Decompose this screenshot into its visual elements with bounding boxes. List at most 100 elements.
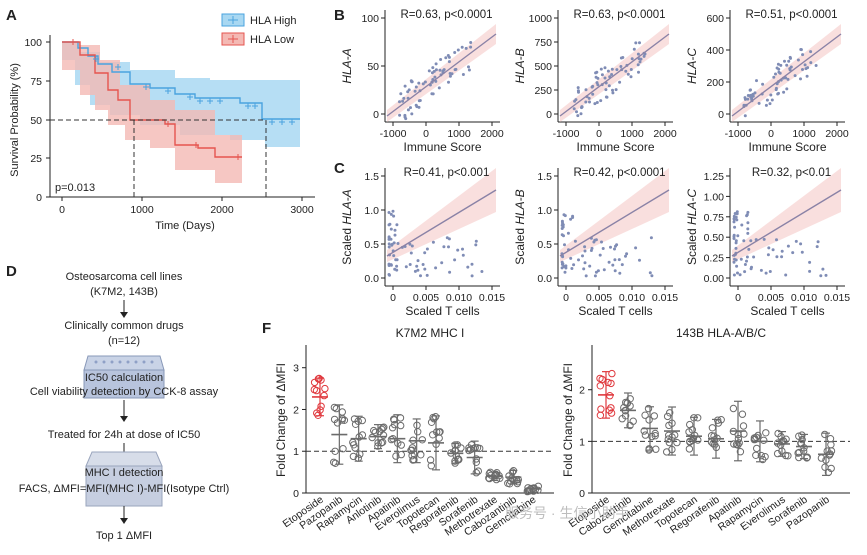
scatter-point bbox=[469, 45, 473, 49]
data-points bbox=[572, 41, 647, 118]
scatter-point bbox=[765, 98, 769, 102]
km-ytick-100: 100 bbox=[24, 37, 42, 49]
scatter-point bbox=[592, 240, 596, 244]
scatter-point bbox=[461, 253, 465, 257]
replicate-point bbox=[821, 463, 829, 471]
scatter-point bbox=[761, 82, 765, 86]
scatter-point bbox=[626, 72, 630, 76]
scatter-point bbox=[767, 246, 771, 250]
scatter-point bbox=[733, 257, 736, 261]
replicate-point bbox=[312, 386, 321, 395]
replicate-point bbox=[432, 440, 440, 448]
scatter-point bbox=[611, 91, 615, 95]
scatter-point bbox=[814, 64, 818, 67]
replicate-point bbox=[694, 414, 702, 422]
scatter-point bbox=[634, 246, 638, 250]
scatter-point bbox=[732, 237, 736, 240]
scatter-point bbox=[402, 96, 406, 100]
replicate-point bbox=[714, 416, 722, 424]
replicate-point bbox=[708, 424, 717, 432]
scatter-point bbox=[408, 242, 412, 246]
ytick-label: 400 bbox=[706, 45, 724, 57]
scatter-point bbox=[571, 214, 575, 218]
km-low-curve bbox=[62, 41, 242, 158]
ytick-label: 0.50 bbox=[704, 232, 725, 244]
scatter-point bbox=[604, 88, 608, 92]
scatter-point bbox=[732, 260, 736, 264]
replicate-point bbox=[673, 438, 681, 447]
replicate-point bbox=[509, 467, 518, 475]
scatter-point bbox=[387, 264, 391, 267]
panel-c: 0.0 0.5 1.0 1.5 0 0.005 0.010 0.015 R=0.41, p<0.… bbox=[340, 167, 850, 318]
scatter-point bbox=[618, 271, 622, 275]
watermark-text: 服务号 · 生信小助手 bbox=[505, 505, 629, 521]
replicate-point bbox=[340, 416, 349, 424]
xtick-label: 0.005 bbox=[413, 292, 439, 304]
scatter-point bbox=[447, 80, 450, 84]
scatter-point bbox=[788, 55, 792, 59]
replicate-point bbox=[354, 454, 362, 462]
scatter-point bbox=[614, 88, 618, 92]
scatter-point bbox=[803, 63, 807, 67]
scatter-point bbox=[387, 242, 391, 246]
scatter-point bbox=[746, 227, 750, 231]
scatter-point bbox=[416, 268, 420, 272]
replicate-point bbox=[375, 427, 384, 436]
scatter-point bbox=[410, 244, 414, 248]
scatter-point bbox=[467, 68, 471, 72]
scatter-point bbox=[387, 245, 391, 249]
replicate-point bbox=[435, 434, 443, 442]
scatter-point bbox=[438, 68, 442, 72]
scatter-point bbox=[821, 267, 825, 271]
workflow-step-5: MHC I detection bbox=[85, 467, 164, 479]
replicate-point bbox=[433, 428, 441, 436]
replicate-point bbox=[753, 444, 761, 453]
scatter-point bbox=[809, 50, 813, 54]
replicate-point bbox=[626, 421, 634, 430]
scatter-point bbox=[421, 263, 425, 266]
replicate-point bbox=[351, 420, 360, 428]
replicate-point bbox=[645, 416, 653, 424]
replicate-point bbox=[608, 369, 616, 378]
c-scatter-1: 0.0 0.5 1.0 1.5 0 0.005 0.010 0.015 R=0.41, p<0.… bbox=[340, 167, 505, 318]
scatter-point bbox=[398, 113, 402, 117]
ytick-label: 500 bbox=[534, 61, 552, 73]
scatter-point bbox=[636, 52, 640, 56]
replicate-point bbox=[472, 455, 480, 463]
workflow-step-3b: Cell viability detection by CCK-8 assay bbox=[30, 386, 219, 398]
replicate-point bbox=[773, 449, 782, 458]
scatter-point bbox=[732, 273, 736, 277]
ytick-label: 0 bbox=[373, 109, 379, 121]
replicate-point bbox=[374, 439, 382, 447]
scatter-point bbox=[561, 262, 565, 266]
scatter-point bbox=[591, 84, 595, 88]
scatter-point bbox=[593, 102, 597, 106]
replicate-point bbox=[339, 445, 347, 453]
scatter-point bbox=[572, 107, 576, 111]
xtick-label: 0.010 bbox=[619, 292, 645, 304]
panel-b-letter: B bbox=[334, 7, 345, 24]
replicate-point bbox=[629, 417, 637, 425]
scatter-point bbox=[605, 95, 609, 99]
x-axis-label: Immune Score bbox=[403, 140, 481, 154]
replicate-point bbox=[717, 416, 725, 424]
scatter-point bbox=[786, 77, 790, 81]
scatter-point bbox=[434, 68, 438, 72]
km-ytick-25: 25 bbox=[30, 153, 42, 165]
replicate-point bbox=[472, 469, 480, 477]
scatter-point bbox=[637, 70, 640, 74]
xtick-label: 0.010 bbox=[446, 292, 472, 304]
ytick-label: 2 bbox=[579, 385, 585, 397]
scatter-point bbox=[824, 273, 828, 277]
replicate-point bbox=[648, 432, 656, 441]
y-axis-label: Scaled HLA-B bbox=[513, 189, 527, 264]
replicate-point bbox=[798, 431, 806, 439]
scatter-point bbox=[809, 61, 813, 65]
scatter-point bbox=[406, 108, 410, 112]
replicate-point bbox=[351, 444, 359, 452]
scatter-point bbox=[469, 41, 473, 44]
scatter-point bbox=[596, 269, 600, 273]
x-axis-label: Immune Score bbox=[576, 140, 654, 154]
